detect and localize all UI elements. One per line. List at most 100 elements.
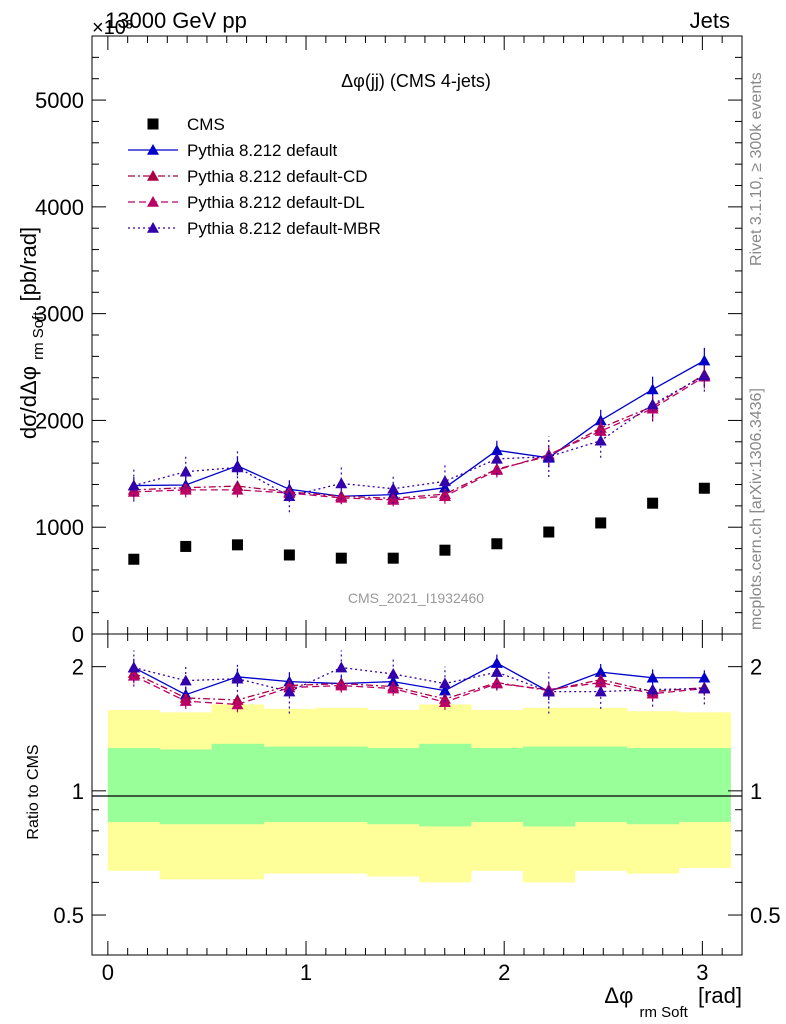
green-band xyxy=(574,746,628,823)
green-band xyxy=(471,748,524,823)
ratio-point xyxy=(438,684,451,696)
ratio-y-tick-label-right: 2 xyxy=(750,655,762,680)
data-point-cms xyxy=(439,544,451,556)
ratio-point xyxy=(283,685,296,697)
data-point-cms xyxy=(543,526,555,538)
data-point xyxy=(179,483,192,495)
y-tick-label: 3000 xyxy=(35,302,84,327)
series-line xyxy=(133,375,705,497)
legend-label: Pythia 8.212 default-CD xyxy=(187,167,368,186)
mcplots-label: mcplots.cern.ch [arXiv:1306.3436] xyxy=(748,388,765,630)
data-point xyxy=(594,434,607,446)
ratio-y-tick-label: 1 xyxy=(72,779,84,804)
ratio-point xyxy=(698,682,711,694)
data-point-cms xyxy=(335,552,347,564)
ratio-point xyxy=(335,661,348,673)
data-point xyxy=(490,452,503,464)
legend-label: CMS xyxy=(187,115,225,134)
green-band xyxy=(107,748,161,823)
data-point xyxy=(594,425,607,436)
y-tick-label: 4000 xyxy=(35,195,84,220)
legend-marker xyxy=(147,222,159,233)
ratio-point xyxy=(646,683,659,695)
data-point xyxy=(179,465,192,477)
x-axis-label-main: Δφ xyxy=(604,983,633,1008)
data-point xyxy=(387,493,400,505)
data-point-cms xyxy=(387,552,399,564)
chart-title: Δφ(jj) (CMS 4-jets) xyxy=(341,71,491,91)
y-tick-label: 0 xyxy=(72,622,84,647)
data-point xyxy=(283,490,296,502)
main-y-label-unit: [pb/rad] xyxy=(16,227,41,302)
data-point-cms xyxy=(128,553,140,565)
ratio-line xyxy=(133,666,705,693)
ratio-point xyxy=(594,666,607,677)
ratio-y-label: Ratio to CMS xyxy=(25,744,42,839)
green-band xyxy=(367,748,420,825)
green-band xyxy=(678,748,731,823)
ratio-point xyxy=(127,661,140,673)
exponent-label: ×10³ xyxy=(92,17,133,39)
data-point xyxy=(438,475,451,487)
data-point xyxy=(698,369,711,381)
x-tick-label: 1 xyxy=(300,960,312,985)
data-point xyxy=(542,450,555,462)
legend-label: Pythia 8.212 default-DL xyxy=(187,193,365,212)
data-point xyxy=(231,483,244,495)
legend-marker xyxy=(147,170,159,181)
data-point xyxy=(387,482,400,494)
data-point-cms xyxy=(698,482,710,494)
ratio-point xyxy=(387,667,400,679)
x-tick-label: 3 xyxy=(696,960,708,985)
ratio-series xyxy=(127,650,711,714)
ratio-point xyxy=(698,671,711,683)
data-point-cms xyxy=(491,538,503,550)
x-tick-label: 2 xyxy=(498,960,510,985)
data-point-cms xyxy=(283,549,295,561)
ratio-line xyxy=(133,672,705,701)
green-band xyxy=(263,746,316,823)
energy-label: 13000 GeV pp xyxy=(105,8,247,33)
ratio-y-tick-label-right: 1 xyxy=(750,779,762,804)
series-line xyxy=(133,360,705,497)
legend-marker xyxy=(147,118,159,130)
ratio-point xyxy=(490,657,503,668)
main-y-label-main: dσ/dΔφ xyxy=(16,366,41,439)
green-band xyxy=(315,746,368,823)
series-line xyxy=(133,373,705,500)
main-series xyxy=(127,347,711,565)
x-tick-label: 0 xyxy=(102,960,114,985)
legend-label: Pythia 8.212 default-MBR xyxy=(187,219,381,238)
data-point-cms xyxy=(595,517,607,529)
y-tick-label: 5000 xyxy=(35,88,84,113)
ratio-point xyxy=(179,695,192,706)
data-point xyxy=(335,477,348,489)
data-point xyxy=(646,398,659,410)
green-band xyxy=(211,743,264,825)
ratio-y-tick-label: 2 xyxy=(72,655,84,680)
main-y-label-sub: rm Soft xyxy=(30,311,47,360)
x-axis-label: Δφ rm Soft [rad] xyxy=(604,983,742,1022)
green-band xyxy=(626,748,680,825)
data-point xyxy=(335,491,348,503)
data-point-cms xyxy=(647,497,659,509)
legend-label: Pythia 8.212 default xyxy=(187,141,338,160)
ratio-line xyxy=(133,662,705,696)
ratio-bands xyxy=(107,704,731,883)
ratio-frame xyxy=(91,633,743,956)
ratio-line xyxy=(133,675,705,706)
svg-text:dσ/dΔφ rm Soft [pb: dσ/dΔφ rm Soft [pb/rad] xyxy=(16,227,48,439)
legend-marker xyxy=(147,144,159,155)
y-tick-label: 1000 xyxy=(35,515,84,540)
rivet-label: Rivet 3.1.10, ≥ 300k events xyxy=(748,72,765,266)
y-tick-label: 2000 xyxy=(35,408,84,433)
ratio-point xyxy=(231,672,244,684)
x-axis-label-unit: [rad] xyxy=(698,983,742,1008)
ratio-axis-ticks: 0.5 0.5 1 1 2 2 xyxy=(53,655,780,928)
legend: CMS Pythia 8.212 default Pythia 8.212 defa… xyxy=(128,115,381,238)
ratio-y-tick-label-right: 0.5 xyxy=(750,903,781,928)
ratio-point xyxy=(387,682,400,694)
main-axis-ticks: 0 1000 2000 3000 4000 5000 0 1 2 3 xyxy=(35,35,742,985)
ratio-point xyxy=(231,698,244,710)
